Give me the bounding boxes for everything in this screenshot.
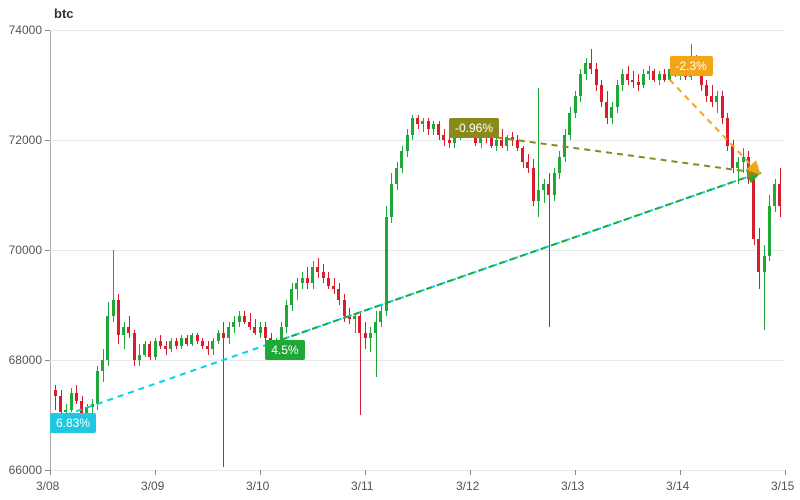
x-tick-label: 3/12	[456, 479, 479, 493]
trend-label-orange: -2.3%	[670, 56, 713, 76]
trend-label-cyan: 6.83%	[50, 413, 96, 433]
x-tick-label: 3/08	[36, 479, 59, 493]
x-tick-label: 3/14	[666, 479, 689, 493]
y-tick-label: 70000	[9, 243, 42, 257]
trend-label-green: 4.5%	[265, 340, 304, 360]
trend-line-cyan	[66, 173, 759, 415]
x-tick-label: 3/11	[351, 479, 373, 493]
y-tick-label: 72000	[9, 133, 42, 147]
x-tick-label: 3/13	[561, 479, 584, 493]
y-tick-label: 66000	[9, 463, 42, 477]
trend-line-orange	[670, 80, 759, 174]
y-tick-label: 74000	[9, 23, 42, 37]
x-tick-label: 3/15	[771, 479, 794, 493]
x-tick-label: 3/09	[141, 479, 164, 493]
x-tick-label: 3/10	[246, 479, 269, 493]
trend-label-olive: -0.96%	[449, 118, 499, 138]
y-tick-label: 68000	[9, 353, 42, 367]
candlestick-chart[interactable]: btc 66000 68000 70000 72000 74000 3/08 3/09 3/10…	[0, 0, 800, 500]
chart-title: btc	[54, 6, 74, 21]
